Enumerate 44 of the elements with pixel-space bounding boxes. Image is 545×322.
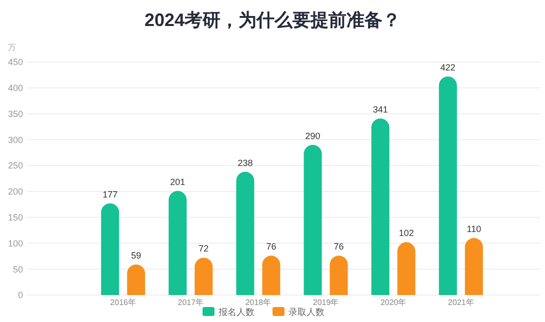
data-label: 76 (266, 242, 276, 252)
y-tick-label: 350 (8, 108, 23, 119)
data-label: 76 (334, 242, 344, 252)
bar (101, 203, 120, 295)
y-axis-title: 万 (8, 43, 16, 52)
x-tick-label: 2018年 (245, 298, 272, 307)
x-tick-label: 2019年 (312, 298, 339, 307)
bar (194, 258, 213, 295)
bar (438, 76, 457, 295)
legend-label: 录取人数 (288, 307, 324, 317)
y-tick-label: 50 (12, 264, 23, 274)
chart-title: 2024考研，为什么要提前准备？ (144, 10, 401, 30)
data-label: 290 (305, 130, 320, 141)
y-tick-label: 250 (8, 160, 23, 171)
bar (464, 238, 483, 295)
bar (397, 242, 416, 295)
data-label: 110 (466, 224, 482, 234)
y-tick-label: 300 (8, 134, 23, 145)
y-tick-label: 450 (8, 57, 23, 68)
bar (168, 190, 187, 295)
bar (262, 256, 280, 295)
y-tick-label: 100 (8, 238, 23, 248)
bar (127, 264, 146, 295)
x-tick-label: 2017年 (178, 298, 204, 307)
bar (304, 144, 322, 295)
x-tick-label: 2021年 (448, 298, 474, 307)
data-label: 72 (198, 244, 209, 254)
y-tick-label: 200 (8, 186, 23, 197)
bar (236, 172, 254, 295)
legend-label: 报名人数 (218, 307, 254, 317)
y-tick-label: 400 (8, 83, 23, 94)
data-label: 102 (398, 228, 414, 238)
bar (371, 118, 390, 295)
x-tick-label: 2016年 (110, 298, 136, 307)
y-tick-label: 0 (18, 290, 23, 300)
data-label: 341 (372, 104, 388, 114)
data-label: 422 (440, 62, 456, 72)
data-label: 238 (238, 158, 253, 168)
bar (330, 256, 348, 295)
data-label: 177 (102, 189, 118, 200)
x-tick-label: 2020年 (380, 298, 406, 307)
data-label: 59 (131, 250, 142, 260)
y-tick-label: 150 (8, 212, 23, 222)
data-label: 201 (170, 176, 186, 187)
